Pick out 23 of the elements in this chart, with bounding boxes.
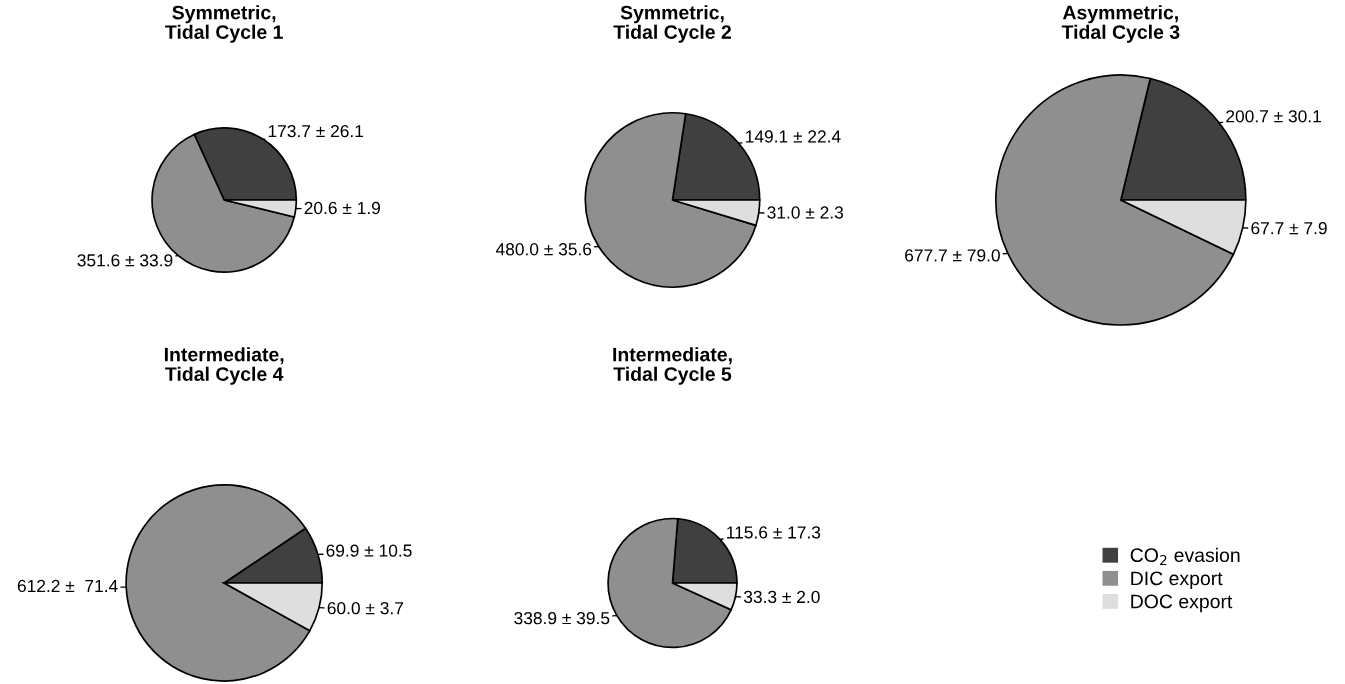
data-label: 480.0 ± 35.6 bbox=[495, 243, 592, 256]
data-label: 33.3 ± 2.0 bbox=[743, 590, 820, 604]
data-label: 149.1 ± 22.4 bbox=[746, 130, 841, 143]
data-label: 677.7 ± 79.0 bbox=[905, 249, 1000, 262]
chart-title: Intermediate, Tidal Cycle 4 bbox=[164, 347, 284, 385]
data-label: 115.6 ± 17.3 bbox=[727, 526, 821, 539]
data-label: 20.6 ± 1.9 bbox=[304, 201, 381, 215]
chart-title: Intermediate, Tidal Cycle 5 bbox=[613, 347, 732, 385]
chart-title: Symmetric, Tidal Cycle 2 bbox=[613, 5, 731, 43]
data-label: 612.2 ± 71.4 bbox=[17, 579, 118, 593]
data-label: 173.7 ± 26.1 bbox=[268, 124, 364, 138]
data-label: 200.7 ± 30.1 bbox=[1226, 110, 1321, 123]
data-label: 60.0 ± 3.7 bbox=[327, 602, 404, 615]
data-label: 31.0 ± 2.3 bbox=[767, 206, 844, 219]
data-label: 69.9 ± 10.5 bbox=[326, 544, 412, 557]
data-label: 67.7 ± 7.9 bbox=[1251, 222, 1327, 235]
data-label: 351.6 ± 33.9 bbox=[77, 254, 173, 267]
data-label: 338.9 ± 39.5 bbox=[514, 611, 610, 625]
legend-label: DOC export bbox=[1131, 594, 1233, 613]
chart-title: Asymmetric, Tidal Cycle 3 bbox=[1061, 5, 1180, 43]
legend-label: CO$_{2}$ evasion bbox=[1130, 547, 1240, 566]
chart-title: Symmetric, Tidal Cycle 1 bbox=[165, 5, 283, 43]
legend-label: DIC export bbox=[1131, 571, 1223, 590]
